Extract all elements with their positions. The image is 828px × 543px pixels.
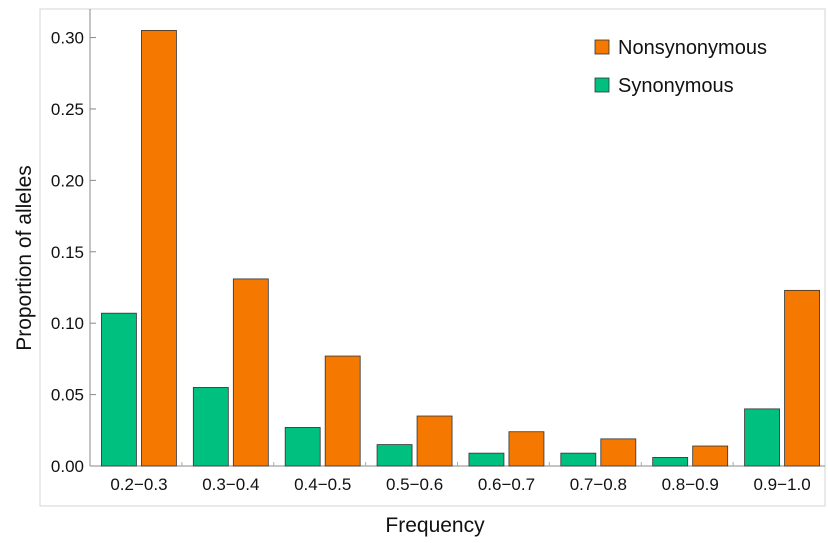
x-tick-label: 0.2−0.3 (110, 475, 167, 494)
x-axis-title: Frequency (385, 514, 485, 537)
x-tick-label: 0.4−0.5 (294, 475, 351, 494)
plot-frame (39, 8, 826, 507)
y-tick-label: 0.20 (51, 171, 84, 190)
bar-nonsynonymous-7 (784, 289, 820, 467)
bar-synonymous-7 (744, 408, 780, 467)
legend-label-synonymous: Synonymous (618, 75, 734, 97)
bar-nonsynonymous-5 (600, 438, 637, 467)
bar-synonymous-4 (468, 452, 505, 467)
y-axis-title: Proportion of alleles (13, 165, 36, 351)
bar-synonymous-3 (376, 444, 413, 467)
legend-swatch-nonsynonymous (594, 39, 610, 55)
x-axis-ticks: 0.2−0.3 0.3−0.4 0.4−0.5 0.5−0.6 0.6−0.7 0.7−0… (110, 462, 811, 494)
bar-nonsynonymous-3 (416, 415, 453, 467)
bar-nonsynonymous-2 (324, 355, 361, 467)
y-axis-ticks: 0.00 0.05 0.10 0.15 0.20 0.25 0.30 (51, 29, 96, 476)
x-tick-label: 0.3−0.4 (202, 475, 259, 494)
y-tick-label: 0.10 (51, 314, 84, 333)
x-tick-label: 0.7−0.8 (570, 475, 627, 494)
bar-synonymous-0 (101, 312, 137, 467)
bar-synonymous-5 (560, 452, 597, 467)
y-tick-label: 0.15 (51, 243, 84, 262)
legend-swatch-synonymous (594, 77, 610, 93)
y-tick-label: 0.00 (51, 457, 84, 476)
bar-nonsynonymous-0 (141, 30, 177, 467)
x-tick-label: 0.8−0.9 (662, 475, 719, 494)
bar-synonymous-1 (192, 387, 229, 467)
bar-synonymous-2 (284, 427, 321, 467)
bars-group (101, 30, 820, 467)
bar-nonsynonymous-4 (508, 431, 545, 467)
y-tick-label: 0.30 (51, 29, 84, 48)
y-tick-label: 0.05 (51, 386, 84, 405)
y-tick-label: 0.25 (51, 100, 84, 119)
x-tick-label: 0.6−0.7 (478, 475, 535, 494)
bar-nonsynonymous-6 (692, 445, 729, 467)
x-tick-label: 0.9−1.0 (753, 475, 810, 494)
legend-label-nonsynonymous: Nonsynonymous (618, 37, 767, 59)
bar-nonsynonymous-1 (232, 278, 269, 467)
x-tick-label: 0.5−0.6 (386, 475, 443, 494)
bar-synonymous-6 (652, 457, 689, 467)
legend: Nonsynonymous Synonymous (594, 37, 767, 97)
